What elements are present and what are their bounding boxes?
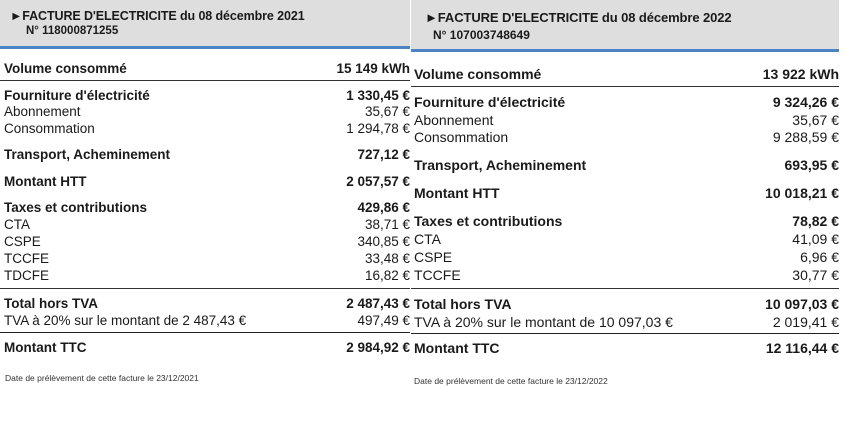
invoice-number: N° 118000871255	[26, 25, 119, 37]
payment-date-note: Date de prélèvement de cette facture le …	[5, 373, 199, 383]
row-transport: Transport, Acheminement 693,95 €	[414, 157, 839, 173]
row-consommation: Consommation 1 294,78 €	[4, 121, 410, 136]
row-volume: Volume consommé 15 149 kWh	[4, 61, 410, 76]
divider	[0, 288, 410, 289]
row-total-hors-tva: Total hors TVA 2 487,43 €	[4, 296, 410, 311]
row-tccfe: TCCFE 33,48 €	[4, 251, 410, 266]
invoice-number: N° 107003748649	[433, 28, 530, 42]
divider	[0, 332, 410, 333]
invoice-2021: ►FACTURE D'ELECTRICITE du 08 décembre 20…	[0, 0, 410, 383]
divider	[411, 86, 839, 87]
divider	[0, 80, 410, 81]
row-abonnement: Abonnement 35,67 €	[414, 112, 839, 128]
row-fourniture: Fourniture d'électricité 1 330,45 €	[4, 88, 410, 103]
row-fourniture: Fourniture d'électricité 9 324,26 €	[414, 94, 839, 110]
row-tccfe: TCCFE 30,77 €	[414, 267, 839, 283]
row-transport: Transport, Acheminement 727,12 €	[4, 147, 410, 162]
row-tdcfe: TDCFE 16,82 €	[4, 268, 410, 283]
row-abonnement: Abonnement 35,67 €	[4, 104, 410, 119]
invoice-2022: ►FACTURE D'ELECTRICITE du 08 décembre 20…	[411, 0, 839, 386]
row-consommation: Consommation 9 288,59 €	[414, 129, 839, 145]
row-cspe: CSPE 340,85 €	[4, 234, 410, 249]
payment-date-note: Date de prélèvement de cette facture le …	[414, 376, 608, 386]
row-volume: Volume consommé 13 922 kWh	[414, 66, 839, 82]
row-montant-ttc: Montant TTC 2 984,92 €	[4, 340, 410, 355]
row-montant-htt: Montant HTT 10 018,21 €	[414, 185, 839, 201]
row-tva: TVA à 20% sur le montant de 2 487,43 € 4…	[4, 313, 410, 328]
row-cta: CTA 38,71 €	[4, 217, 410, 232]
divider	[411, 288, 839, 289]
row-tva: TVA à 20% sur le montant de 10 097,03 € …	[414, 314, 839, 330]
row-total-hors-tva: Total hors TVA 10 097,03 €	[414, 296, 839, 312]
row-taxes: Taxes et contributions 429,86 €	[4, 200, 410, 215]
invoice-header: ►FACTURE D'ELECTRICITE du 08 décembre 20…	[411, 0, 839, 52]
row-cspe: CSPE 6,96 €	[414, 249, 839, 265]
divider	[411, 333, 839, 334]
row-cta: CTA 41,09 €	[414, 231, 839, 247]
row-taxes: Taxes et contributions 78,82 €	[414, 213, 839, 229]
invoice-title: ►FACTURE D'ELECTRICITE du 08 décembre 20…	[10, 9, 305, 23]
invoice-header: ►FACTURE D'ELECTRICITE du 08 décembre 20…	[0, 0, 410, 49]
row-montant-ttc: Montant TTC 12 116,44 €	[414, 340, 839, 356]
invoice-title: ►FACTURE D'ELECTRICITE du 08 décembre 20…	[425, 10, 732, 25]
row-montant-htt: Montant HTT 2 057,57 €	[4, 174, 410, 189]
